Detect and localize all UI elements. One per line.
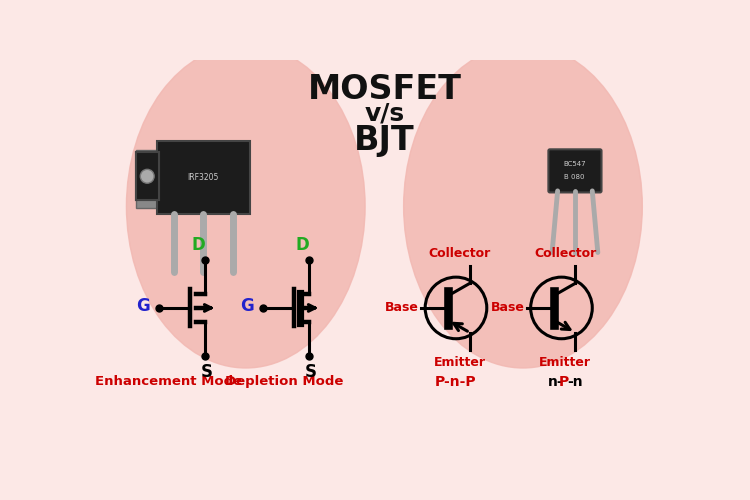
Text: Emitter: Emitter [433, 356, 486, 368]
Text: P-n-P: P-n-P [435, 375, 477, 389]
Circle shape [140, 170, 154, 183]
Bar [136, 150, 159, 208]
Text: MOSFET: MOSFET [308, 73, 461, 106]
Text: S: S [200, 364, 212, 382]
Text: -n: -n [567, 375, 583, 389]
Text: BC547: BC547 [563, 161, 586, 167]
Bar [136, 152, 159, 200]
Text: P: P [559, 375, 568, 389]
Text: D: D [192, 236, 206, 254]
Text: Base: Base [490, 300, 524, 314]
Ellipse shape [127, 44, 365, 368]
Text: IRF3205: IRF3205 [188, 172, 219, 182]
Text: n-: n- [548, 375, 563, 389]
FancyBboxPatch shape [548, 150, 602, 192]
Bar [158, 141, 250, 214]
Text: Collector: Collector [534, 247, 596, 260]
Text: G: G [240, 298, 254, 316]
Text: Emitter: Emitter [539, 356, 591, 368]
Text: D: D [296, 236, 310, 254]
Text: Collector: Collector [429, 247, 491, 260]
Text: S: S [304, 364, 316, 382]
Bar [136, 152, 159, 200]
Text: Depletion Mode: Depletion Mode [225, 376, 344, 388]
Text: G: G [136, 298, 149, 316]
Text: Base: Base [386, 300, 419, 314]
Text: B 080: B 080 [564, 174, 585, 180]
Text: Enhancement Mode: Enhancement Mode [95, 376, 242, 388]
Text: v/s: v/s [364, 102, 404, 126]
Ellipse shape [404, 44, 642, 368]
Text: BJT: BJT [354, 124, 415, 158]
